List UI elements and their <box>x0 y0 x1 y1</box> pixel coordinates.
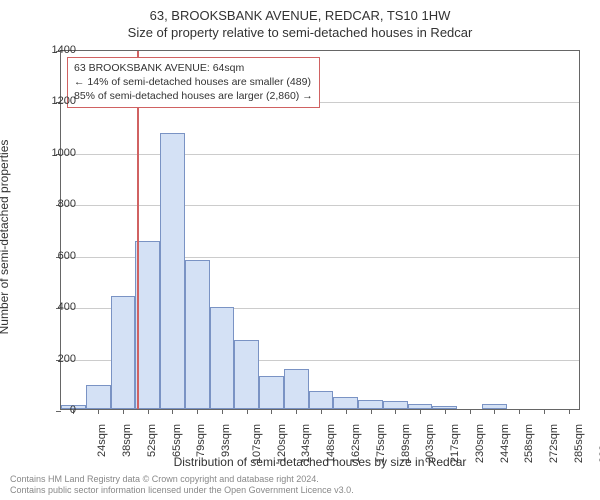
x-tick-mark <box>494 409 495 414</box>
sub-title: Size of property relative to semi-detach… <box>0 23 600 40</box>
histogram-bar <box>358 400 383 409</box>
y-tick-label: 1400 <box>36 44 76 56</box>
histogram-bar <box>185 260 210 409</box>
main-title: 63, BROOKSBANK AVENUE, REDCAR, TS10 1HW <box>0 0 600 23</box>
x-tick-mark <box>148 409 149 414</box>
x-tick-label: 120sqm <box>276 424 288 463</box>
info-line-1: 63 BROOKSBANK AVENUE: 64sqm <box>74 61 313 75</box>
x-tick-mark <box>222 409 223 414</box>
x-tick-mark <box>420 409 421 414</box>
x-tick-label: 189sqm <box>400 424 412 463</box>
x-tick-mark <box>296 409 297 414</box>
x-tick-mark <box>445 409 446 414</box>
histogram-bar <box>383 401 408 409</box>
footer-line-1: Contains HM Land Registry data © Crown c… <box>10 474 354 485</box>
x-tick-mark <box>371 409 372 414</box>
x-tick-label: 65sqm <box>171 424 183 457</box>
y-tick-label: 800 <box>36 198 76 210</box>
x-tick-mark <box>470 409 471 414</box>
info-line-3: 85% of semi-detached houses are larger (… <box>74 89 313 103</box>
y-tick-label: 200 <box>36 353 76 365</box>
y-tick-label: 1000 <box>36 147 76 159</box>
x-tick-label: 52sqm <box>146 424 158 457</box>
x-tick-label: 162sqm <box>350 424 362 463</box>
x-tick-label: 93sqm <box>220 424 232 457</box>
histogram-bar <box>333 397 358 409</box>
x-tick-mark <box>346 409 347 414</box>
x-tick-label: 244sqm <box>499 424 511 463</box>
info-box: 63 BROOKSBANK AVENUE: 64sqm ← 14% of sem… <box>67 57 320 108</box>
footer: Contains HM Land Registry data © Crown c… <box>10 474 354 496</box>
x-tick-label: 38sqm <box>121 424 133 457</box>
y-tick-label: 400 <box>36 301 76 313</box>
x-tick-label: 203sqm <box>424 424 436 463</box>
histogram-bar <box>309 391 334 409</box>
y-axis-label: Number of semi-detached properties <box>0 140 11 335</box>
x-tick-mark <box>98 409 99 414</box>
x-tick-mark <box>271 409 272 414</box>
x-tick-label: 175sqm <box>375 424 387 463</box>
y-tick-label: 1200 <box>36 95 76 107</box>
plot-area: 63 BROOKSBANK AVENUE: 64sqm ← 14% of sem… <box>60 50 580 410</box>
histogram-bar <box>86 385 111 409</box>
x-tick-mark <box>197 409 198 414</box>
histogram-bar <box>259 376 284 409</box>
histogram-bar <box>284 369 309 409</box>
x-tick-label: 230sqm <box>474 424 486 463</box>
x-tick-label: 258sqm <box>523 424 535 463</box>
x-tick-mark <box>544 409 545 414</box>
chart-container: 63, BROOKSBANK AVENUE, REDCAR, TS10 1HW … <box>0 0 600 500</box>
x-tick-label: 134sqm <box>301 424 313 463</box>
x-tick-mark <box>395 409 396 414</box>
histogram-bar <box>234 340 259 409</box>
histogram-bar <box>160 133 185 409</box>
y-tick-label: 0 <box>36 404 76 416</box>
x-tick-label: 217sqm <box>449 424 461 463</box>
x-tick-label: 272sqm <box>548 424 560 463</box>
x-tick-mark <box>123 409 124 414</box>
x-tick-label: 107sqm <box>251 424 263 463</box>
x-tick-mark <box>519 409 520 414</box>
x-tick-label: 24sqm <box>96 424 108 457</box>
histogram-bar <box>111 296 136 409</box>
chart-area: 63 BROOKSBANK AVENUE: 64sqm ← 14% of sem… <box>60 50 580 410</box>
x-tick-label: 148sqm <box>325 424 337 463</box>
x-tick-label: 79sqm <box>195 424 207 457</box>
x-tick-mark <box>569 409 570 414</box>
footer-line-2: Contains public sector information licen… <box>10 485 354 496</box>
histogram-bar <box>210 307 235 409</box>
x-tick-mark <box>321 409 322 414</box>
x-tick-label: 285sqm <box>573 424 585 463</box>
x-tick-mark <box>172 409 173 414</box>
y-tick-label: 600 <box>36 250 76 262</box>
x-tick-mark <box>247 409 248 414</box>
info-line-2: ← 14% of semi-detached houses are smalle… <box>74 75 313 89</box>
